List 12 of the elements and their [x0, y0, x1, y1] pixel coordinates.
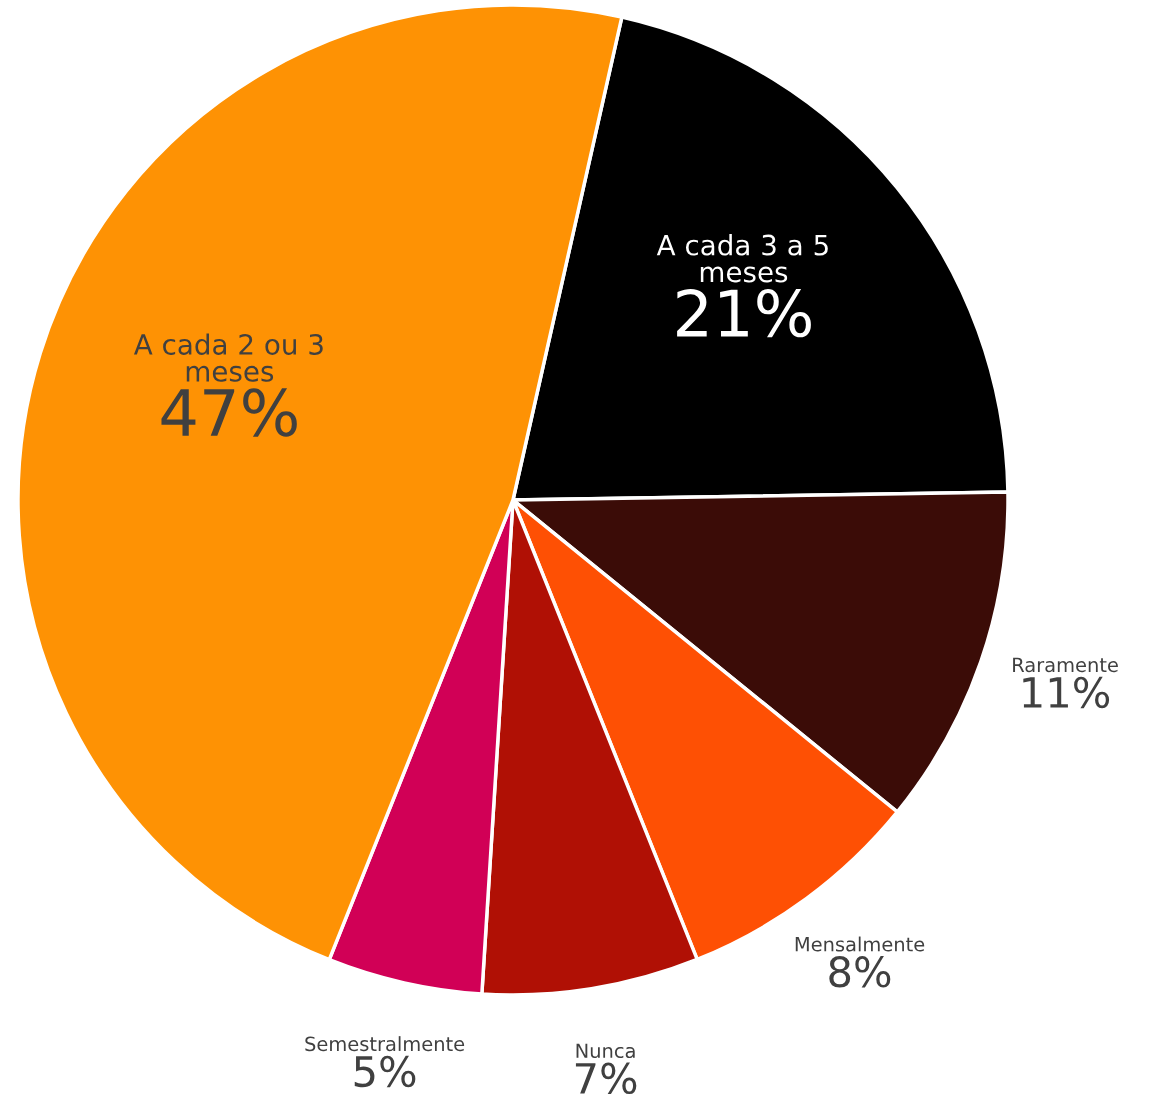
data-label: 7% [575, 1062, 637, 1095]
data-label: 5% [354, 1055, 416, 1088]
slice-label: Semestralmente [305, 1036, 465, 1052]
data-label: 47% [161, 388, 297, 437]
slice-label: Raramente [1013, 657, 1118, 673]
data-label: 11% [1023, 676, 1110, 709]
data-label: 8% [829, 956, 891, 988]
data-label: 21% [677, 288, 811, 338]
slice-label: A cada 3 a 5 meses [656, 234, 828, 283]
slice-label: Nunca [576, 1043, 635, 1059]
slice-label: A cada 2 ou 3 meses [133, 333, 323, 382]
slice-label: Mensalmente [795, 936, 925, 952]
